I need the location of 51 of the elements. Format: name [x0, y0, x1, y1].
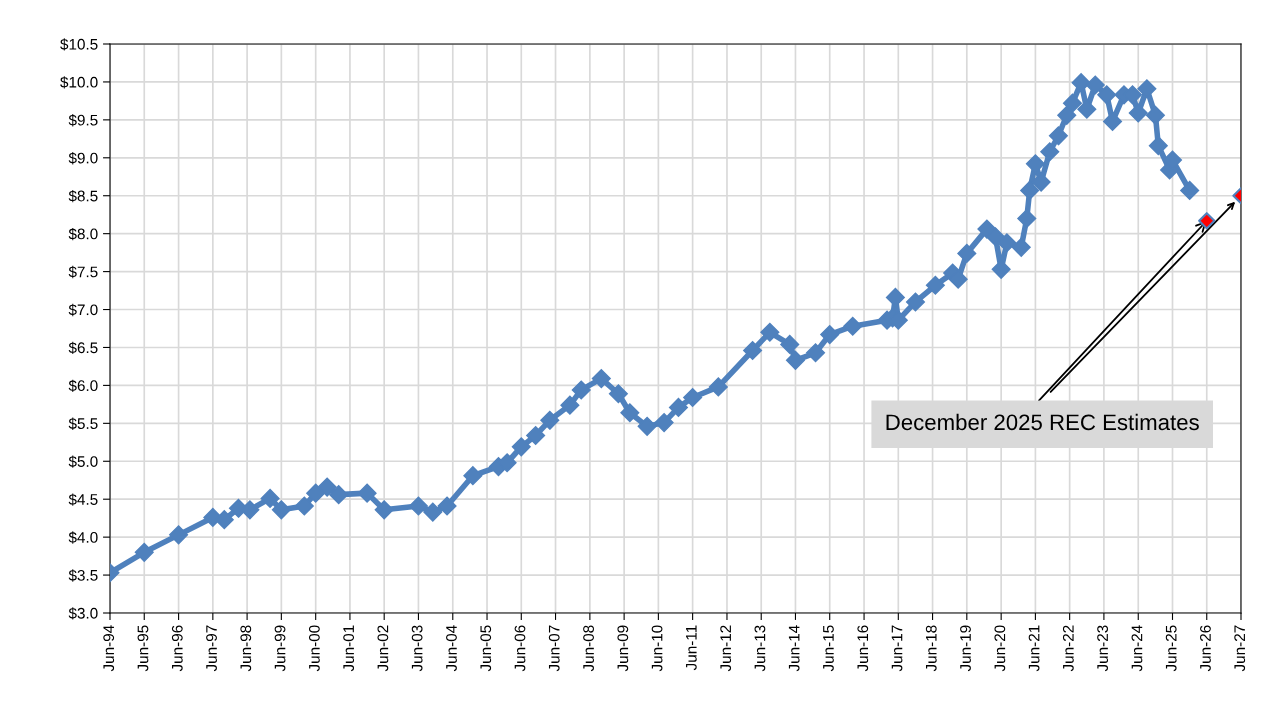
- y-tick-label: $7.5: [68, 265, 98, 279]
- x-tick-label: Jun-24: [1131, 625, 1143, 672]
- x-tick-label: Jun-23: [1097, 625, 1109, 672]
- y-tick-label: $10.0: [60, 76, 98, 89]
- x-tick-label: Jun-10: [651, 625, 663, 672]
- x-tick-label: Jun-21: [1028, 625, 1040, 672]
- x-tick-label: Jun-19: [960, 625, 971, 672]
- x-tick-label: Jun-98: [240, 625, 252, 672]
- x-tick-label: Jun-27: [1234, 625, 1246, 672]
- x-tick-label: Jun-15: [823, 625, 834, 672]
- x-tick-label: Jun-01: [343, 625, 355, 672]
- y-tick-label: $5.5: [68, 417, 98, 430]
- y-tick-label: $6.5: [68, 341, 98, 355]
- x-tick-label: Jun-20: [994, 625, 1006, 672]
- annotation: December 2025 REC Estimates: [886, 413, 1199, 431]
- x-tick-label: Jun-95: [137, 625, 149, 672]
- y-tick-label: $5.0: [68, 455, 98, 468]
- y-tick-label: $7.0: [68, 303, 98, 317]
- y-tick-label: $8.5: [68, 189, 98, 203]
- x-tick-label: Jun-13: [754, 625, 766, 672]
- x-tick-label: Jun-05: [480, 625, 492, 672]
- y-tick-label: $8.0: [68, 227, 98, 241]
- x-tick-label: Jun-26: [1200, 625, 1211, 672]
- x-tick-label: Jun-07: [548, 625, 560, 672]
- y-tick-label: $9.0: [68, 152, 98, 165]
- x-tick-label: Jun-12: [720, 625, 732, 672]
- x-tick-label: Jun-18: [925, 625, 937, 672]
- x-tick-label: Jun-16: [857, 625, 869, 672]
- x-tick-label: Jun-94: [103, 625, 115, 672]
- y-tick-label: $4.5: [68, 493, 98, 506]
- x-tick-label: Jun-97: [206, 625, 217, 672]
- x-tick-label: Jun-25: [1165, 625, 1177, 672]
- y-tick-label: $9.5: [68, 114, 98, 127]
- x-tick-label: Jun-11: [686, 625, 697, 671]
- x-tick-label: Jun-03: [411, 625, 423, 672]
- x-tick-label: Jun-17: [891, 625, 903, 672]
- x-tick-label: Jun-06: [514, 625, 526, 672]
- x-tick-label: Jun-08: [583, 625, 594, 672]
- x-tick-label: Jun-02: [377, 625, 389, 672]
- y-tick-label: $6.0: [68, 379, 98, 392]
- y-tick-label: $3.5: [68, 569, 98, 582]
- x-tick-label: Jun-22: [1062, 625, 1074, 672]
- x-tick-label: Jun-09: [617, 625, 629, 672]
- x-tick-label: Jun-14: [788, 625, 800, 672]
- y-tick-label: $3.0: [68, 607, 98, 620]
- x-tick-label: Jun-99: [274, 625, 286, 672]
- y-tick-label: $10.5: [60, 38, 98, 51]
- x-tick-label: Jun-04: [446, 625, 457, 672]
- x-tick-label: Jun-96: [171, 625, 183, 672]
- y-tick-label: $4.0: [68, 531, 98, 544]
- x-tick-label: Jun-00: [308, 625, 320, 672]
